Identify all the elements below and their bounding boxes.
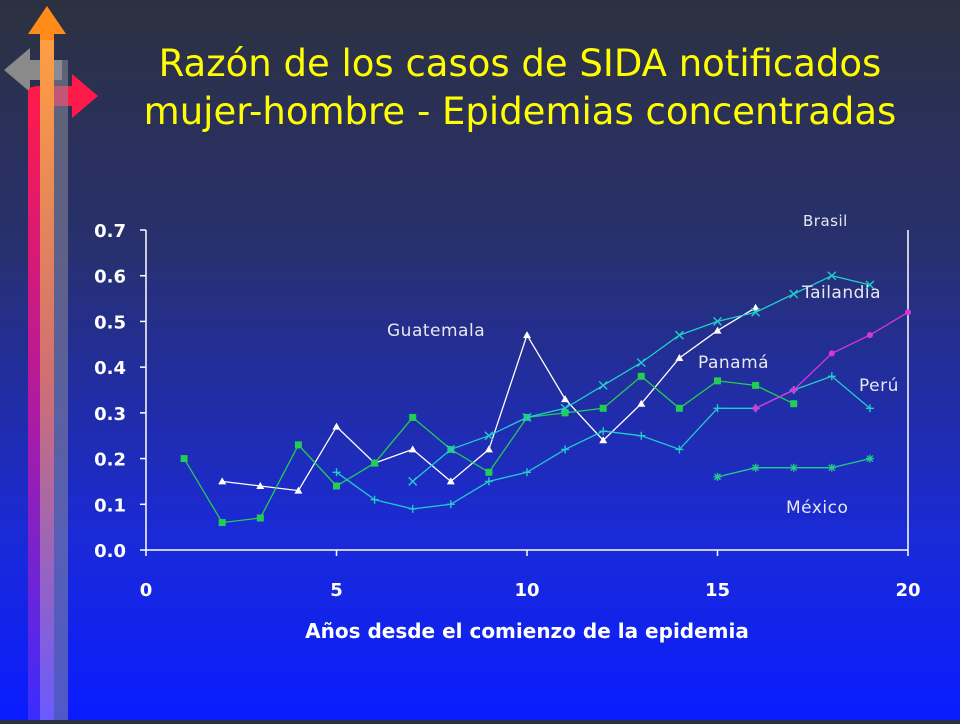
series-label-peru: Perú	[859, 376, 899, 396]
title-line-1: Razón de los casos de SIDA notificados	[158, 42, 882, 85]
data-point-peru	[713, 404, 722, 413]
data-point-panama	[409, 413, 417, 421]
data-point-tailandia	[789, 289, 799, 299]
data-point-brasil	[905, 309, 911, 316]
data-point-tailandia	[446, 444, 456, 454]
x-tick-label: 10	[514, 580, 539, 601]
data-point-peru	[865, 404, 874, 413]
series-label-brasil: Brasil	[803, 212, 848, 230]
data-point-guatemala	[675, 354, 684, 361]
x-axis-title: Años desde el comienzo de la epidemia	[305, 619, 749, 643]
data-point-tailandia	[674, 330, 684, 340]
data-point-panama	[294, 441, 302, 449]
data-point-tailandia	[751, 307, 761, 317]
data-point-peru	[675, 445, 684, 454]
x-tick-label: 0	[140, 580, 153, 601]
data-point-mexico	[827, 463, 836, 472]
data-point-peru	[523, 468, 531, 477]
data-point-guatemala	[713, 326, 722, 334]
data-point-tailandia	[636, 358, 646, 368]
data-point-panama	[790, 400, 798, 408]
data-point-panama	[675, 404, 683, 412]
data-point-guatemala	[484, 445, 493, 453]
decorative-arrows-icon	[0, 0, 100, 720]
y-tick-label: 0.3	[94, 404, 126, 425]
data-point-peru	[599, 427, 608, 436]
data-point-tailandia	[522, 412, 532, 422]
y-tick-label: 0.5	[94, 312, 126, 333]
data-point-guatemala	[561, 395, 570, 403]
slide-title: Razón de los casos de SIDA notificados m…	[80, 40, 960, 136]
series-layer	[180, 271, 911, 527]
data-point-panama	[218, 519, 226, 527]
series-label-tailandia: Tailandia	[801, 283, 881, 303]
data-point-guatemala	[446, 477, 455, 485]
y-tick-label: 0.2	[94, 450, 126, 471]
data-point-tailandia	[408, 476, 418, 486]
data-point-panama	[637, 372, 645, 380]
data-point-panama	[561, 409, 569, 417]
series-mexico	[713, 454, 874, 481]
data-point-mexico	[789, 463, 798, 472]
data-point-panama	[752, 381, 760, 389]
data-point-tailandia	[598, 380, 608, 390]
data-point-guatemala	[523, 331, 531, 339]
series-label-mexico: México	[786, 498, 848, 518]
title-line-2: mujer-hombre - Epidemias concentradas	[143, 90, 897, 133]
data-point-tailandia	[713, 316, 722, 326]
data-point-brasil	[790, 387, 797, 393]
series-label-guatemala: Guatemala	[387, 321, 485, 341]
data-point-peru	[637, 431, 646, 440]
data-point-tailandia	[560, 403, 570, 413]
y-tick-label: 0.7	[94, 221, 126, 242]
data-point-brasil	[752, 405, 759, 412]
data-point-peru	[370, 495, 379, 504]
data-point-peru	[408, 504, 417, 513]
x-tick-label: 5	[330, 580, 343, 601]
data-point-panama	[180, 455, 188, 463]
series-tailandia	[408, 271, 875, 486]
data-point-guatemala	[218, 477, 227, 485]
data-point-guatemala	[751, 303, 760, 311]
data-point-guatemala	[408, 445, 417, 453]
data-point-guatemala	[599, 436, 608, 444]
data-point-peru	[561, 445, 570, 454]
data-point-panama	[371, 459, 379, 467]
data-point-peru	[827, 372, 836, 381]
x-tick-label: 15	[705, 580, 730, 601]
x-tick-label: 20	[895, 580, 920, 601]
data-point-panama	[485, 468, 493, 476]
y-tick-label: 0.4	[94, 358, 126, 379]
data-point-mexico	[713, 472, 722, 481]
data-point-brasil	[828, 350, 835, 357]
data-point-guatemala	[294, 486, 303, 494]
series-brasil	[752, 309, 911, 412]
data-point-mexico	[751, 463, 760, 472]
data-point-guatemala	[256, 482, 265, 489]
data-point-guatemala	[332, 422, 341, 430]
data-point-guatemala	[637, 399, 646, 407]
series-labels: Brasil Tailandia Guatemala Panamá Perú México	[387, 212, 899, 518]
arrows-graphic	[4, 6, 98, 720]
data-point-peru	[484, 477, 493, 486]
y-tick-label: 0.0	[94, 541, 126, 562]
y-tick-label: 0.1	[94, 495, 126, 516]
series-guatemala	[218, 303, 760, 494]
data-point-tailandia	[484, 431, 494, 441]
data-point-brasil	[866, 332, 873, 339]
data-point-peru	[332, 468, 341, 477]
series-label-panama: Panamá	[698, 353, 769, 373]
data-point-panama	[714, 377, 721, 385]
data-point-panama	[599, 404, 607, 412]
data-point-peru	[446, 500, 455, 509]
data-point-mexico	[865, 454, 874, 463]
series-line-guatemala	[222, 307, 756, 492]
y-tick-label: 0.6	[94, 267, 126, 288]
chart-axes: 0.0 0.1 0.2 0.3 0.4 0.5 0.6 0.7 0 5 10 15 20	[94, 221, 920, 601]
data-point-panama	[256, 514, 264, 522]
data-point-tailandia	[865, 280, 875, 290]
data-point-tailandia	[827, 271, 837, 281]
data-point-panama	[333, 482, 340, 490]
